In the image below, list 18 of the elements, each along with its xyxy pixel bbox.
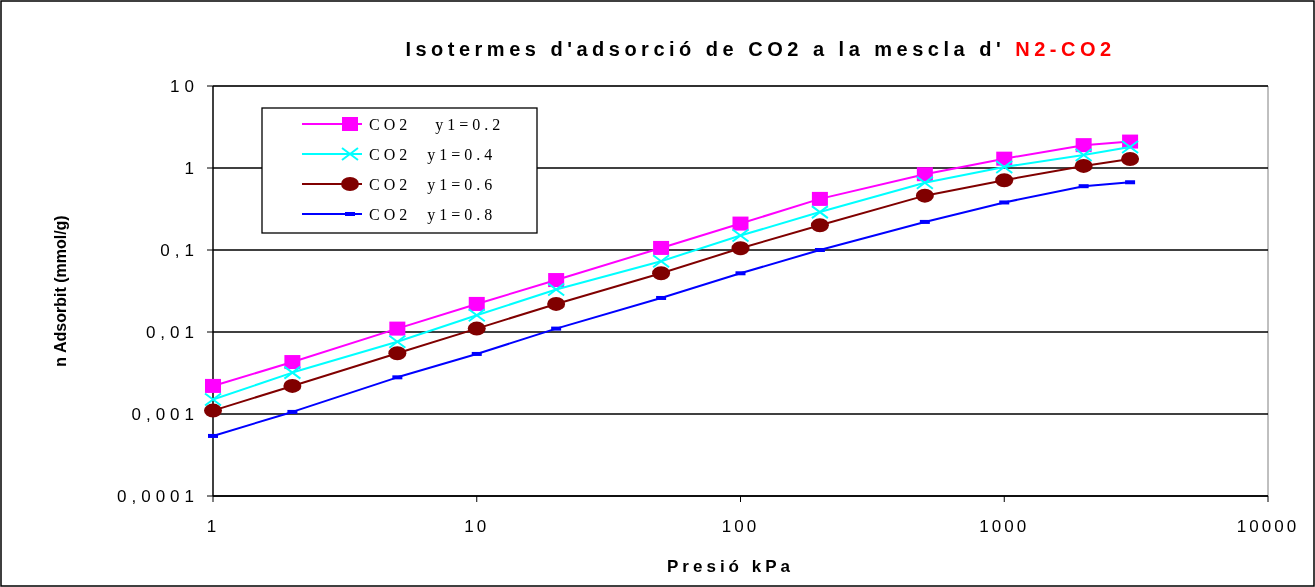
legend-label: CO2 y1=0.4 <box>369 145 497 164</box>
legend-label: CO2 y1=0.6 <box>369 175 497 194</box>
y-tick-label: 0,01 <box>145 322 199 342</box>
y-tick-label: 0,0001 <box>117 486 199 506</box>
y-tick-label: 0,1 <box>160 240 199 260</box>
x-tick-label: 100 <box>721 517 760 536</box>
y-tick-label: 10 <box>170 76 199 96</box>
x-axis-title: Presió kPa <box>667 557 794 576</box>
legend-label: CO2 y1=0.2 <box>369 115 505 134</box>
x-tick-label: 10000 <box>1236 517 1300 536</box>
x-tick-label: 10 <box>464 517 490 536</box>
chart-title: Isotermes d'adsorció de CO2 a la mescla d' N2-CO2 <box>405 38 1116 60</box>
legend-label: CO2 y1=0.8 <box>369 205 497 224</box>
x-tick-label: 1000 <box>979 517 1030 536</box>
y-axis-title: n Adsorbit (mmol/g) <box>52 215 69 367</box>
y-tick-label: 1 <box>184 158 199 178</box>
y-tick-label: 0,001 <box>131 404 199 424</box>
x-tick-label: 1 <box>206 517 220 536</box>
